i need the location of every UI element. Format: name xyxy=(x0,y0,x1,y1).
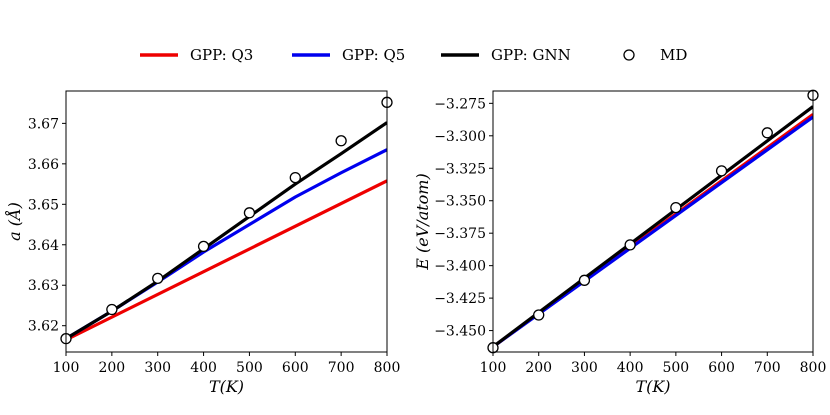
lattice-md-point xyxy=(289,171,301,184)
legend-entry-gnn: GPP: GNN xyxy=(441,46,571,64)
energy-y-tick-label: −3.400 xyxy=(434,259,486,275)
legend: GPP: Q3 GPP: Q5 GPP: GNN MD xyxy=(140,46,687,64)
legend-marker-md xyxy=(623,49,635,61)
lattice-md-point xyxy=(106,303,118,316)
lattice-md-point xyxy=(335,135,347,147)
lattice-x-tick-label: 200 xyxy=(98,360,125,376)
energy-series-line-gpp-gnn xyxy=(493,105,813,349)
energy-md-point xyxy=(715,165,728,177)
lattice-x-tick-label: 300 xyxy=(144,360,171,376)
lattice-constant-chart: 100 200 300 400 500 600 700 800 3.62 3.63 3.64 3.65… xyxy=(4,90,401,396)
energy-axes-frame xyxy=(492,90,814,353)
legend-entry-q5: GPP: Q5 xyxy=(292,46,405,64)
lattice-y-tick-label: 3.66 xyxy=(28,157,59,173)
lattice-y-tick-label: 3.64 xyxy=(28,238,59,254)
legend-label-q3: GPP: Q3 xyxy=(190,46,253,64)
energy-x-tick-label: 500 xyxy=(662,360,689,376)
lattice-md-point xyxy=(243,207,256,219)
legend-entry-q3: GPP: Q3 xyxy=(140,46,253,64)
lattice-x-axis-label: T(K) xyxy=(209,377,244,396)
lattice-y-tick-label: 3.67 xyxy=(28,116,59,132)
energy-md-point xyxy=(670,201,682,214)
lattice-y-tick-label: 3.62 xyxy=(28,319,59,335)
energy-y-tick-label: −3.300 xyxy=(434,129,486,145)
lattice-y-tick-label: 3.65 xyxy=(28,197,59,213)
legend-label-gnn: GPP: GNN xyxy=(491,46,571,64)
lattice-series-line-gpp-q3 xyxy=(66,179,387,342)
lattice-series-line-gpp-gnn xyxy=(66,121,387,341)
lattice-y-tick-label: 3.63 xyxy=(28,278,59,294)
energy-x-axis-label: T(K) xyxy=(635,377,670,396)
energy-md-point xyxy=(578,274,591,286)
energy-x-tick-label: 300 xyxy=(571,360,598,376)
energy-x-tick-label: 600 xyxy=(708,360,735,376)
energy-md-point xyxy=(761,127,773,139)
lattice-axes-frame xyxy=(65,90,388,353)
energy-y-tick-label: −3.375 xyxy=(434,226,486,242)
lattice-y-axis-label: a (Å) xyxy=(4,202,24,241)
lattice-md-point xyxy=(197,240,210,253)
energy-y-tick-label: −3.275 xyxy=(434,96,486,112)
energy-x-tick-label: 400 xyxy=(617,360,644,376)
energy-x-tick-label: 800 xyxy=(800,360,827,376)
energy-md-point xyxy=(533,309,545,321)
energy-x-tick-label: 700 xyxy=(754,360,781,376)
energy-y-axis-label: E (eV/atom) xyxy=(413,173,432,270)
lattice-x-tick-label: 600 xyxy=(282,360,309,376)
lattice-plot-area xyxy=(66,121,387,342)
energy-chart: 100 200 300 400 500 600 700 800 −3.450 −3.425 −3.4… xyxy=(413,89,827,396)
lattice-x-tick-label: 500 xyxy=(236,360,263,376)
energy-md-point xyxy=(624,239,636,251)
energy-y-tick-label: −3.425 xyxy=(434,291,486,307)
lattice-x-tick-label: 700 xyxy=(328,360,355,376)
energy-y-tick-label: −3.450 xyxy=(434,324,486,340)
energy-y-tick-label: −3.350 xyxy=(434,194,486,210)
lattice-x-tick-label: 100 xyxy=(53,360,80,376)
legend-label-md: MD xyxy=(660,46,687,64)
energy-x-tick-label: 100 xyxy=(480,360,507,376)
energy-x-tick-label: 200 xyxy=(525,360,552,376)
legend-label-q5: GPP: Q5 xyxy=(342,46,405,64)
lattice-x-tick-label: 800 xyxy=(374,360,401,376)
lattice-md-point xyxy=(152,272,164,285)
energy-y-tick-label: −3.325 xyxy=(434,161,486,177)
legend-entry-md: MD xyxy=(623,46,687,64)
energy-plot-area xyxy=(493,105,813,349)
lattice-x-tick-label: 400 xyxy=(190,360,217,376)
